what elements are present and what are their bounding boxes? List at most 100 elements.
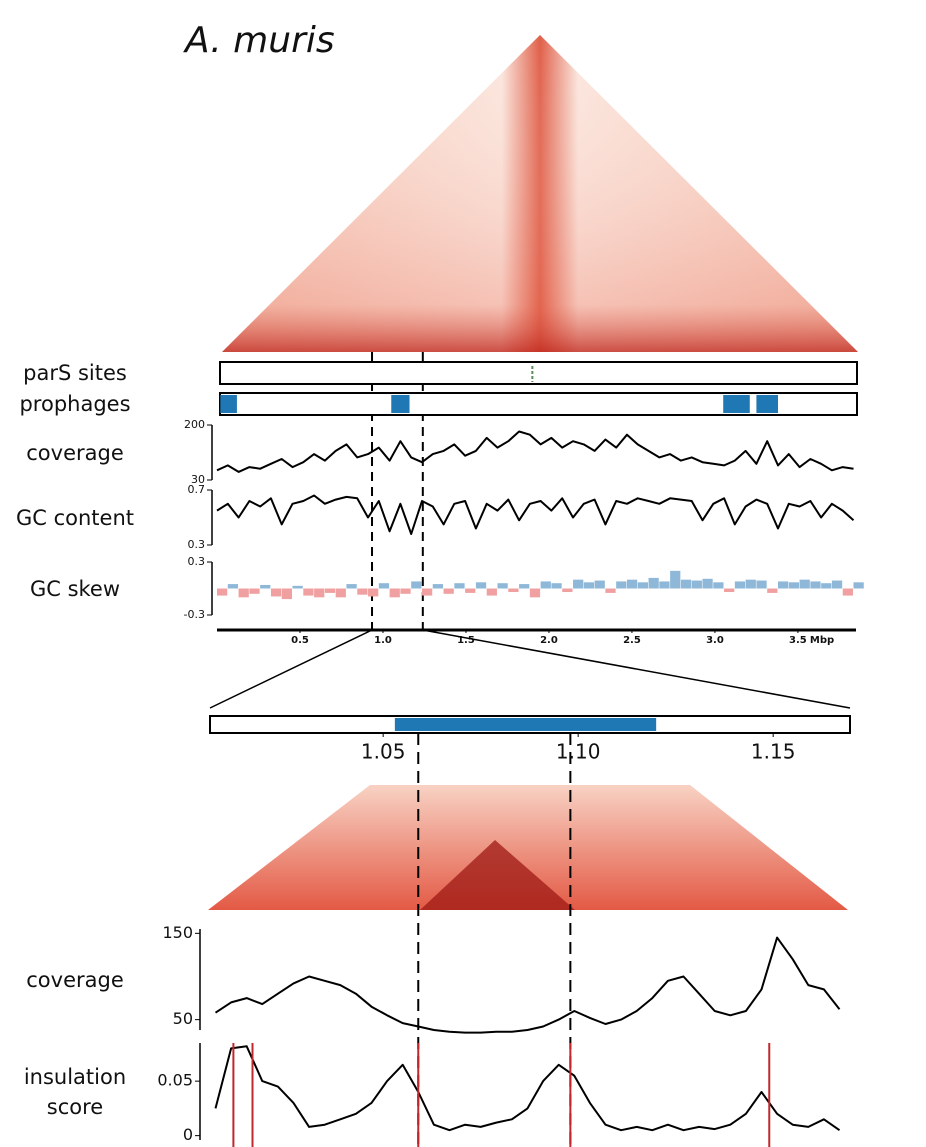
skew-bar xyxy=(432,584,444,589)
skew-bar xyxy=(777,581,789,589)
skew-bar xyxy=(853,582,864,589)
skew-bar xyxy=(378,583,390,589)
interval xyxy=(391,395,410,413)
skew-bar xyxy=(292,585,303,589)
skew-bar xyxy=(335,588,346,598)
skew-bar xyxy=(238,588,249,598)
x-tick-label: 0.5 xyxy=(291,635,309,646)
track-box xyxy=(219,392,858,416)
y-tick-label: 0.05 xyxy=(157,1071,193,1090)
hic-zoom-map xyxy=(208,785,848,910)
line xyxy=(214,1045,841,1132)
skew-bar xyxy=(734,581,746,589)
skew-bar xyxy=(659,581,670,589)
x-tick-label: 3.5 xyxy=(789,635,807,646)
skew-bar xyxy=(670,570,681,589)
skew-bar xyxy=(314,588,325,598)
skew-bar xyxy=(519,584,530,589)
track-label: GC content xyxy=(15,505,134,530)
track-label: insulation score xyxy=(23,1064,127,1119)
zoom-connector xyxy=(209,629,373,709)
x-unit: Mbp xyxy=(810,635,834,646)
interval xyxy=(220,395,237,413)
skew-bar xyxy=(270,588,282,597)
x-tick-label: 1.05 xyxy=(361,740,406,764)
track-label: prophages xyxy=(19,392,131,416)
track-label: coverage xyxy=(26,440,124,465)
interval xyxy=(394,718,657,731)
skew-bar xyxy=(368,588,379,597)
y-tick-label: 30 xyxy=(191,473,205,486)
skew-bar xyxy=(465,588,476,593)
x-tick-label: 2.0 xyxy=(540,635,558,646)
skew-bar xyxy=(799,579,810,589)
skew-bar xyxy=(346,584,357,589)
skew-bar xyxy=(529,588,541,598)
skew-bar xyxy=(788,582,800,589)
track-label: parS sites xyxy=(23,361,127,385)
y-tick-label: -0.3 xyxy=(184,608,205,621)
skew-bar xyxy=(573,579,584,589)
y-tick-label: 0.3 xyxy=(188,538,206,551)
skew-bar xyxy=(389,588,400,598)
skew-bar xyxy=(637,582,648,589)
x-tick-label: 1.15 xyxy=(751,740,796,764)
skew-bar xyxy=(508,588,519,593)
skew-bar xyxy=(562,588,573,593)
skew-bar xyxy=(583,582,595,589)
interval xyxy=(723,395,750,413)
y-tick-label: 0 xyxy=(183,1125,193,1144)
skew-bar xyxy=(713,582,724,589)
skew-bar xyxy=(831,580,843,589)
skew-bar xyxy=(249,588,260,594)
x-tick-label: 1.5 xyxy=(457,635,475,646)
skew-bar xyxy=(421,588,433,596)
skew-bar xyxy=(626,579,638,589)
y-tick-label: 0.3 xyxy=(188,555,206,568)
skew-bar xyxy=(821,583,832,589)
skew-bar xyxy=(724,588,735,593)
interval xyxy=(756,395,778,413)
skew-bar xyxy=(680,579,692,589)
x-tick-label: 2.5 xyxy=(623,635,641,646)
y-tick-label: 0.7 xyxy=(188,483,206,496)
y-tick-label: 50 xyxy=(173,1009,193,1028)
line xyxy=(216,494,855,535)
skew-bar xyxy=(454,583,465,589)
skew-bar xyxy=(540,581,551,589)
skew-bar xyxy=(281,588,292,600)
skew-bar xyxy=(842,588,853,596)
skew-bar xyxy=(594,580,605,589)
skew-bar xyxy=(616,581,627,589)
skew-bar xyxy=(691,580,702,589)
skew-bar xyxy=(357,588,368,595)
skew-bar xyxy=(486,588,497,596)
skew-bar xyxy=(260,584,271,589)
x-tick-label: 3.0 xyxy=(706,635,724,646)
skew-bar xyxy=(411,581,422,589)
line xyxy=(214,936,841,1034)
skew-bar xyxy=(810,581,821,589)
track-box xyxy=(219,361,858,385)
skew-bar xyxy=(443,588,454,594)
skew-bar xyxy=(605,588,616,593)
skew-bar xyxy=(324,588,336,593)
skew-bar xyxy=(497,583,508,589)
track-label: GC skew xyxy=(29,576,121,601)
skew-bar xyxy=(745,579,756,589)
y-tick-label: 150 xyxy=(162,923,193,942)
y-tick-label: 200 xyxy=(184,418,205,431)
zoom-connector xyxy=(422,629,851,709)
skew-bar xyxy=(756,580,767,589)
line xyxy=(216,430,854,473)
skew-bar xyxy=(227,584,239,589)
x-tick-label: 1.10 xyxy=(556,740,601,764)
hic-domain xyxy=(420,840,575,910)
skew-bar xyxy=(767,588,778,593)
skew-bar xyxy=(648,577,659,589)
hic-map-shade xyxy=(222,35,858,352)
chart-title: A. muris xyxy=(183,20,335,61)
skew-bar xyxy=(303,588,314,596)
